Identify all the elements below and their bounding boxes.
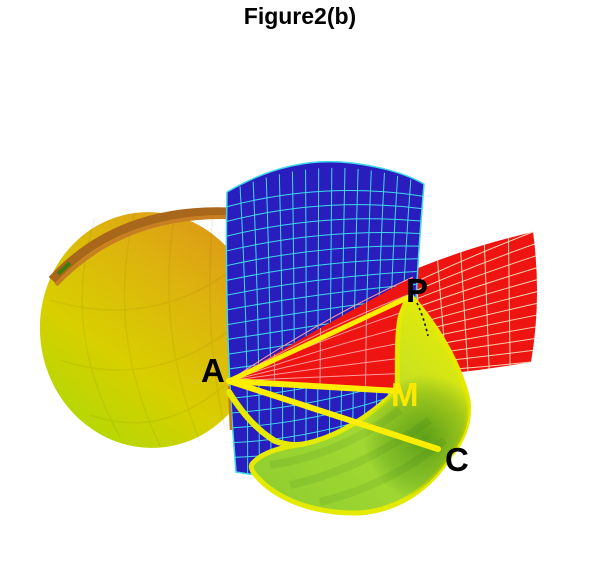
label-A: A [201, 352, 225, 389]
mesh-line [228, 276, 414, 382]
mesh-line [226, 271, 417, 296]
figure-title: Figure2(b) [243, 3, 357, 29]
hidden-edge-dotted [416, 302, 429, 337]
mesh-line [226, 258, 418, 281]
mesh-line [226, 204, 422, 222]
line-AM [226, 378, 400, 394]
mesh-line [291, 171, 295, 477]
label-M: M [391, 376, 419, 413]
mesh-line [226, 232, 420, 252]
line-AC [226, 378, 441, 452]
mesh-line [483, 244, 490, 369]
point-labels: A P M C [201, 272, 469, 478]
mesh-line [305, 169, 307, 476]
mesh-line [226, 189, 423, 208]
label-P: P [406, 272, 428, 309]
mesh-line [239, 186, 249, 475]
mesh-line [226, 218, 421, 237]
mesh-line [252, 181, 260, 476]
mesh-line [226, 245, 419, 267]
label-C: C [445, 441, 469, 478]
line-AP [226, 294, 412, 384]
mesh-line [316, 168, 320, 474]
ellipsoid-rim-highlight [54, 214, 229, 287]
ellipsoid-surface [39, 207, 261, 448]
mesh-line [508, 238, 511, 366]
ellipsoid-facets [49, 210, 233, 447]
mesh-line [460, 252, 469, 372]
ellipsoid-rim-green-sliver [56, 261, 72, 276]
segments-from-A [226, 294, 441, 452]
